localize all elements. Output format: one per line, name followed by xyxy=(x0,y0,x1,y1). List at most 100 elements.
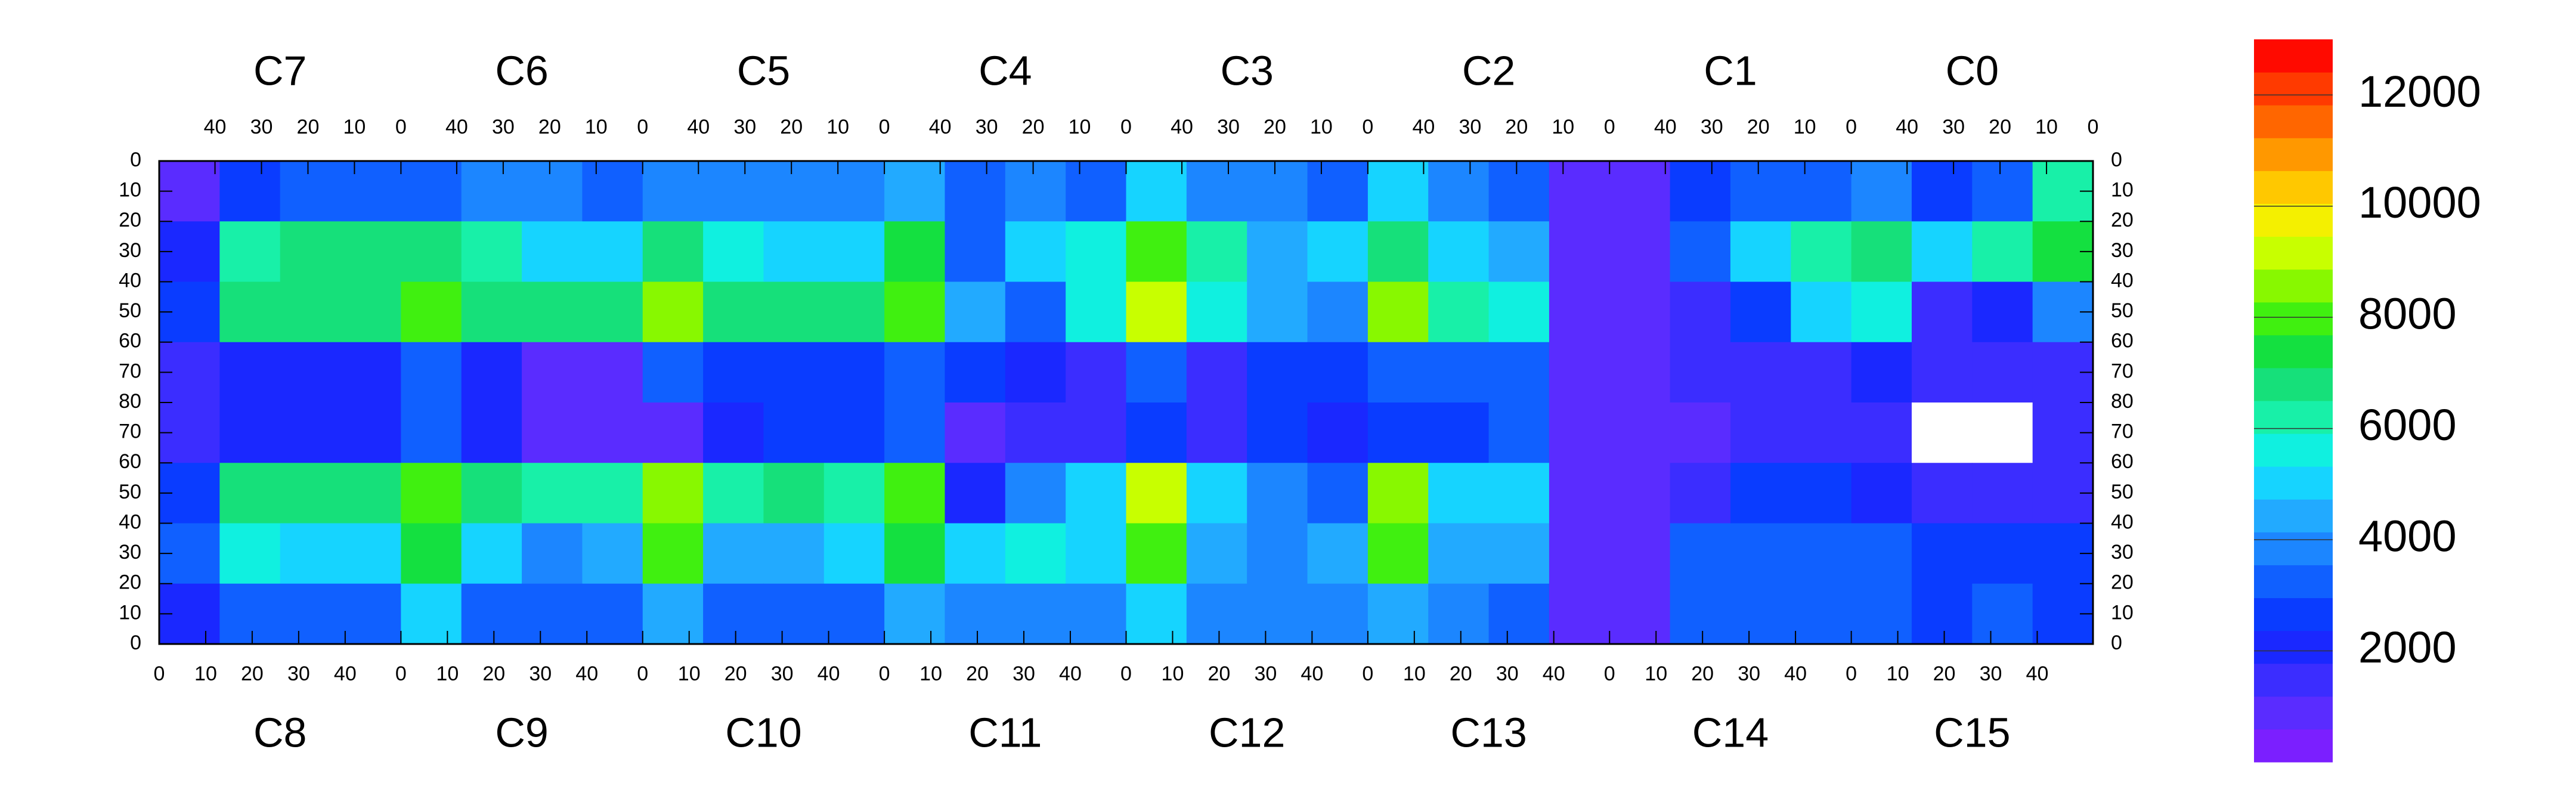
heatmap-cell xyxy=(1186,463,1247,524)
heatmap-cell xyxy=(1307,463,1368,524)
x-bottom-tick-label: 0 xyxy=(1120,662,1132,685)
chip-label-top: C2 xyxy=(1462,47,1515,94)
x-bottom-tick-label: 30 xyxy=(771,662,794,685)
x-top-tick-label: 40 xyxy=(1654,116,1677,138)
y-left-tick-label: 60 xyxy=(119,330,141,352)
heatmap-cell xyxy=(1126,523,1187,584)
heatmap-cell xyxy=(280,402,341,463)
heatmap-cell xyxy=(1791,342,1852,403)
colorbar-swatch xyxy=(2254,269,2333,303)
heatmap-cell xyxy=(642,583,704,645)
x-bottom-tick-label: 30 xyxy=(1496,662,1519,685)
colorbar-tick-label: 4000 xyxy=(2358,512,2457,561)
heatmap-cell xyxy=(1488,342,1550,403)
heatmap-cell xyxy=(1428,402,1490,463)
x-top-tick-label: 40 xyxy=(1171,116,1193,138)
heatmap-cell xyxy=(1186,342,1247,403)
heatmap-cell xyxy=(340,523,401,584)
heatmap-cell xyxy=(461,523,522,584)
x-top-tick-label: 10 xyxy=(1310,116,1333,138)
heatmap-cell xyxy=(1549,342,1610,403)
heatmap-cell xyxy=(1247,221,1308,282)
heatmap-cell xyxy=(401,161,462,222)
x-top-tick-label: 30 xyxy=(733,116,756,138)
heatmap-cell xyxy=(884,523,945,584)
x-bottom-tick-label: 30 xyxy=(1980,662,2002,685)
heatmap-cell xyxy=(1488,221,1550,282)
x-top-tick-label: 10 xyxy=(826,116,849,138)
heatmap-cell xyxy=(1005,523,1066,584)
y-right-tick-label: 60 xyxy=(2111,330,2134,352)
heatmap-cell xyxy=(1911,463,1973,524)
x-bottom-tick-label: 10 xyxy=(194,662,217,685)
x-top-tick-label: 20 xyxy=(538,116,561,138)
heatmap-cell xyxy=(1126,463,1187,524)
y-right-tick-label: 10 xyxy=(2111,179,2134,202)
heatmap-cell xyxy=(1066,402,1126,463)
heatmap-cell xyxy=(1367,221,1429,282)
heatmap-cell xyxy=(823,523,885,584)
heatmap-cell xyxy=(1549,161,1610,222)
colorbar-swatch xyxy=(2254,367,2333,401)
heatmap-cell xyxy=(945,281,1006,343)
x-top-tick-label: 20 xyxy=(1747,116,1770,138)
heatmap-cell xyxy=(1186,402,1247,463)
y-left-tick-label: 20 xyxy=(119,209,141,231)
x-bottom-tick-label: 40 xyxy=(1059,662,1082,685)
colorbar-swatch xyxy=(2254,729,2333,763)
heatmap-cell xyxy=(1066,463,1126,524)
x-bottom-tick-label: 30 xyxy=(287,662,310,685)
y-right-tick-label: 20 xyxy=(2111,571,2134,594)
heatmap-cell xyxy=(1307,221,1368,282)
heatmap-cell xyxy=(582,161,643,222)
heatmap-cell xyxy=(1066,161,1126,222)
heatmap-cell xyxy=(280,161,341,222)
heatmap-cell xyxy=(1670,583,1731,645)
heatmap-cell xyxy=(945,463,1006,524)
heatmap-cell xyxy=(945,523,1006,584)
x-top-tick-label: 20 xyxy=(297,116,320,138)
heatmap-cell xyxy=(1609,402,1671,463)
heatmap-cell xyxy=(1005,463,1066,524)
x-bottom-tick-label: 30 xyxy=(1738,662,1760,685)
chip-label-top: C7 xyxy=(253,47,306,94)
x-bottom-tick-label: 0 xyxy=(1362,662,1373,685)
heatmap-cell xyxy=(582,583,643,645)
chip-label-bottom: C15 xyxy=(1934,709,2010,756)
colorbar-swatch xyxy=(2254,466,2333,500)
x-bottom-tick-label: 10 xyxy=(1162,662,1184,685)
heatmap-cell xyxy=(1066,221,1126,282)
colorbar-swatch xyxy=(2254,434,2333,467)
heatmap-cell xyxy=(945,583,1006,645)
heatmap-cell xyxy=(945,342,1006,403)
heatmap-cell xyxy=(582,342,643,403)
y-right-tick-label: 50 xyxy=(2111,299,2134,322)
heatmap-cell xyxy=(1186,221,1247,282)
y-left-tick-label: 40 xyxy=(119,269,141,292)
x-bottom-tick-label: 30 xyxy=(1254,662,1277,685)
heatmap-cell xyxy=(1851,161,1912,222)
heatmap-cell xyxy=(219,342,281,403)
y-left-tick-label: 10 xyxy=(119,601,141,624)
colorbar-swatch xyxy=(2254,630,2333,664)
heatmap-cell xyxy=(1005,221,1066,282)
x-top-tick-label: 40 xyxy=(929,116,952,138)
x-bottom-tick-label: 40 xyxy=(1543,662,1565,685)
y-left-tick-label: 30 xyxy=(119,541,141,564)
heatmap-cell xyxy=(340,342,401,403)
heatmap-cell xyxy=(823,221,885,282)
x-top-tick-label: 0 xyxy=(395,116,407,138)
heatmap-cell xyxy=(1911,402,1973,463)
heatmap-cell xyxy=(1186,281,1247,343)
colorbar-tick-label: 2000 xyxy=(2358,623,2457,672)
heatmap-cell xyxy=(1307,342,1368,403)
heatmap-cell xyxy=(884,402,945,463)
x-bottom-tick-label: 0 xyxy=(154,662,165,685)
heatmap-cell xyxy=(280,221,341,282)
x-top-tick-label: 0 xyxy=(1120,116,1132,138)
x-top-tick-label: 10 xyxy=(1552,116,1574,138)
x-bottom-tick-label: 20 xyxy=(1450,662,1472,685)
x-bottom-tick-label: 0 xyxy=(1846,662,1857,685)
heatmap-cell xyxy=(1428,221,1490,282)
